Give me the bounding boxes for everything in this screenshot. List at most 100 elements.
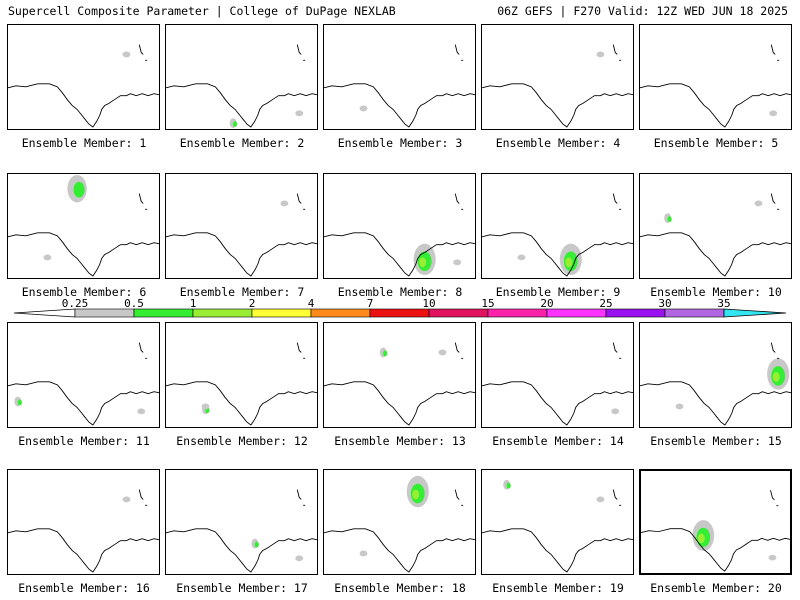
coastline [166, 232, 317, 277]
member-caption: Ensemble Member: 17 [176, 581, 308, 595]
island-outline [612, 193, 622, 210]
scp-contour [769, 110, 778, 117]
island-outline [454, 342, 464, 359]
ensemble-member-panel[interactable] [323, 322, 476, 428]
colorbar-segment [487, 308, 548, 318]
scp-contour [383, 350, 388, 357]
scp-contour [517, 254, 526, 261]
scp-contour [667, 216, 672, 223]
coastline [8, 83, 159, 128]
scp-contour [137, 408, 146, 415]
scp-contour [768, 554, 777, 561]
member-map [324, 44, 475, 128]
member-map [482, 479, 633, 573]
ensemble-member-panel[interactable] [481, 469, 634, 575]
ensemble-member-panel[interactable] [7, 24, 160, 130]
member-map [640, 44, 791, 128]
island-outline [138, 44, 148, 61]
scp-contour [772, 372, 780, 382]
ensemble-member-panel[interactable] [481, 24, 634, 130]
coastline [8, 528, 159, 573]
member-caption: Ensemble Member: 7 [179, 285, 305, 299]
ensemble-member-panel[interactable] [323, 24, 476, 130]
ensemble-member-panel[interactable] [7, 173, 160, 279]
colorbar-segment [74, 308, 135, 318]
colorbar-lower-arrow [13, 308, 76, 318]
member-map [482, 342, 633, 426]
scp-contour [359, 105, 368, 112]
scp-contour [295, 555, 304, 562]
member-map [8, 489, 159, 573]
member-caption: Ensemble Member: 1 [21, 136, 147, 150]
member-map [640, 193, 791, 277]
scp-contour [754, 200, 763, 207]
member-caption: Ensemble Member: 13 [334, 434, 466, 448]
member-caption: Ensemble Member: 4 [495, 136, 621, 150]
ensemble-member-panel[interactable] [323, 469, 476, 575]
coastline [641, 528, 790, 572]
scp-contour [412, 489, 420, 500]
scp-contour [73, 181, 85, 198]
ensemble-member-panel[interactable] [165, 173, 318, 279]
member-map [166, 489, 317, 573]
member-caption: Ensemble Member: 9 [495, 285, 621, 299]
scp-contour [254, 541, 259, 548]
island-outline [296, 44, 306, 61]
member-caption: Ensemble Member: 11 [18, 434, 150, 448]
ensemble-member-panel[interactable] [323, 173, 476, 279]
coastline [324, 232, 475, 277]
ensemble-member-panel[interactable] [165, 469, 318, 575]
coastline [324, 381, 475, 426]
coastline [8, 381, 159, 426]
island-outline [138, 193, 148, 210]
ensemble-member-panel[interactable] [639, 173, 792, 279]
scp-contour [201, 403, 210, 410]
coastline [166, 528, 317, 573]
island-outline [296, 193, 306, 210]
scp-contour [233, 121, 238, 128]
colorbar-segment [192, 308, 253, 318]
member-map [640, 342, 791, 426]
island-outline [770, 44, 780, 61]
member-map [482, 44, 633, 128]
ensemble-member-panel[interactable] [7, 322, 160, 428]
island-outline [770, 490, 779, 507]
member-map [8, 342, 159, 426]
member-map [641, 490, 790, 572]
member-caption: Ensemble Member: 2 [179, 136, 305, 150]
coastline [8, 232, 159, 277]
scp-contour [506, 482, 511, 489]
island-outline [612, 44, 622, 61]
colorbar-segment [428, 308, 489, 318]
colorbar-upper-arrow [723, 308, 787, 318]
member-map [166, 193, 317, 277]
ensemble-member-panel[interactable] [165, 24, 318, 130]
coastline [482, 528, 633, 573]
member-caption: Ensemble Member: 10 [650, 285, 782, 299]
model-valid-time: 06Z GEFS | F270 Valid: 12Z WED JUN 18 20… [497, 4, 788, 18]
scp-contour [43, 254, 52, 261]
scp-contour [419, 257, 427, 268]
island-outline [454, 489, 464, 506]
member-caption: Ensemble Member: 18 [334, 581, 466, 595]
member-map [166, 342, 317, 426]
member-map [482, 193, 633, 277]
member-map [8, 174, 159, 277]
ensemble-member-panel[interactable] [481, 173, 634, 279]
coastline [482, 232, 633, 277]
colorbar-segment [369, 308, 430, 318]
colorbar-segment [605, 308, 666, 318]
coastline [324, 83, 475, 128]
colorbar-segment [546, 308, 607, 318]
ensemble-member-panel[interactable] [639, 469, 792, 575]
scp-contour [697, 533, 705, 544]
ensemble-member-panel[interactable] [639, 24, 792, 130]
member-caption: Ensemble Member: 8 [337, 285, 463, 299]
ensemble-member-panel[interactable] [165, 322, 318, 428]
ensemble-member-panel[interactable] [481, 322, 634, 428]
scp-contour [17, 399, 22, 406]
ensemble-member-panel[interactable] [639, 322, 792, 428]
member-caption: Ensemble Member: 16 [18, 581, 150, 595]
member-caption: Ensemble Member: 15 [650, 434, 782, 448]
ensemble-member-panel[interactable] [7, 469, 160, 575]
